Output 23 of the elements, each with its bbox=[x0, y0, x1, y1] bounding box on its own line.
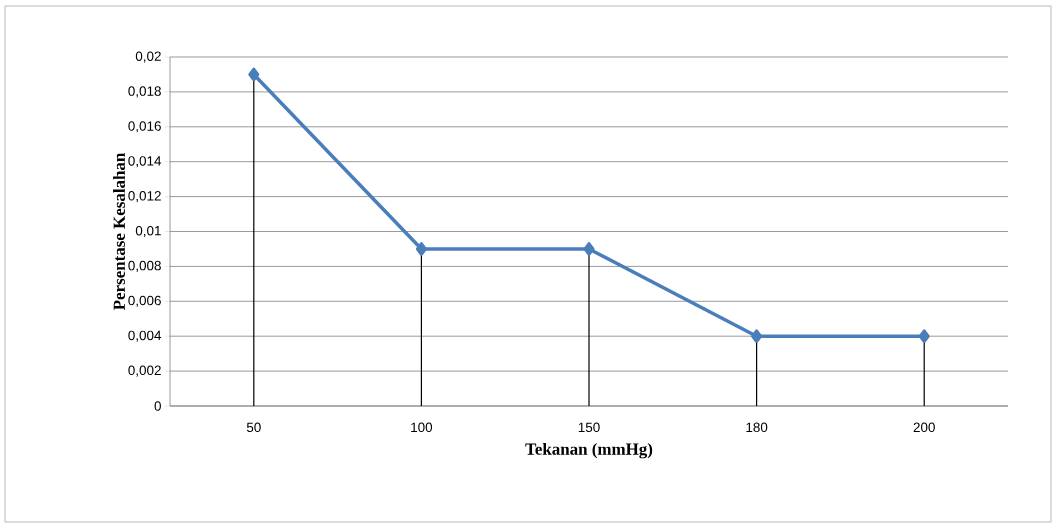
y-axis-title: Persentase Kesalahan bbox=[113, 152, 125, 310]
x-tick-label: 180 bbox=[746, 422, 768, 433]
x-tick-label: 200 bbox=[913, 422, 935, 433]
y-tick-label: 0,006 bbox=[128, 295, 161, 307]
y-tick-label: 0,016 bbox=[128, 121, 161, 133]
point bbox=[415, 242, 427, 256]
x-axis-title: Tekanan (mmHg) bbox=[525, 442, 653, 459]
y-tick-label: 0,018 bbox=[128, 86, 161, 98]
point bbox=[918, 329, 930, 343]
y-tick-label: 0,02 bbox=[135, 51, 161, 63]
y-tick-label: 0,004 bbox=[128, 330, 162, 342]
y-tick-label: 0,01 bbox=[135, 225, 161, 238]
y-tick-label: 0,014 bbox=[128, 156, 162, 168]
point bbox=[751, 329, 763, 343]
y-tick-label: 0 bbox=[154, 401, 161, 411]
y-tick-label: 0,002 bbox=[128, 365, 161, 377]
x-tick-label: 100 bbox=[411, 422, 433, 433]
y-tick-label: 0,012 bbox=[128, 191, 161, 203]
x-tick-label: 150 bbox=[578, 422, 600, 433]
x-tick-label: 50 bbox=[246, 422, 261, 433]
point bbox=[248, 67, 260, 82]
point bbox=[583, 242, 595, 256]
y-tick-label: 0,008 bbox=[128, 260, 161, 272]
